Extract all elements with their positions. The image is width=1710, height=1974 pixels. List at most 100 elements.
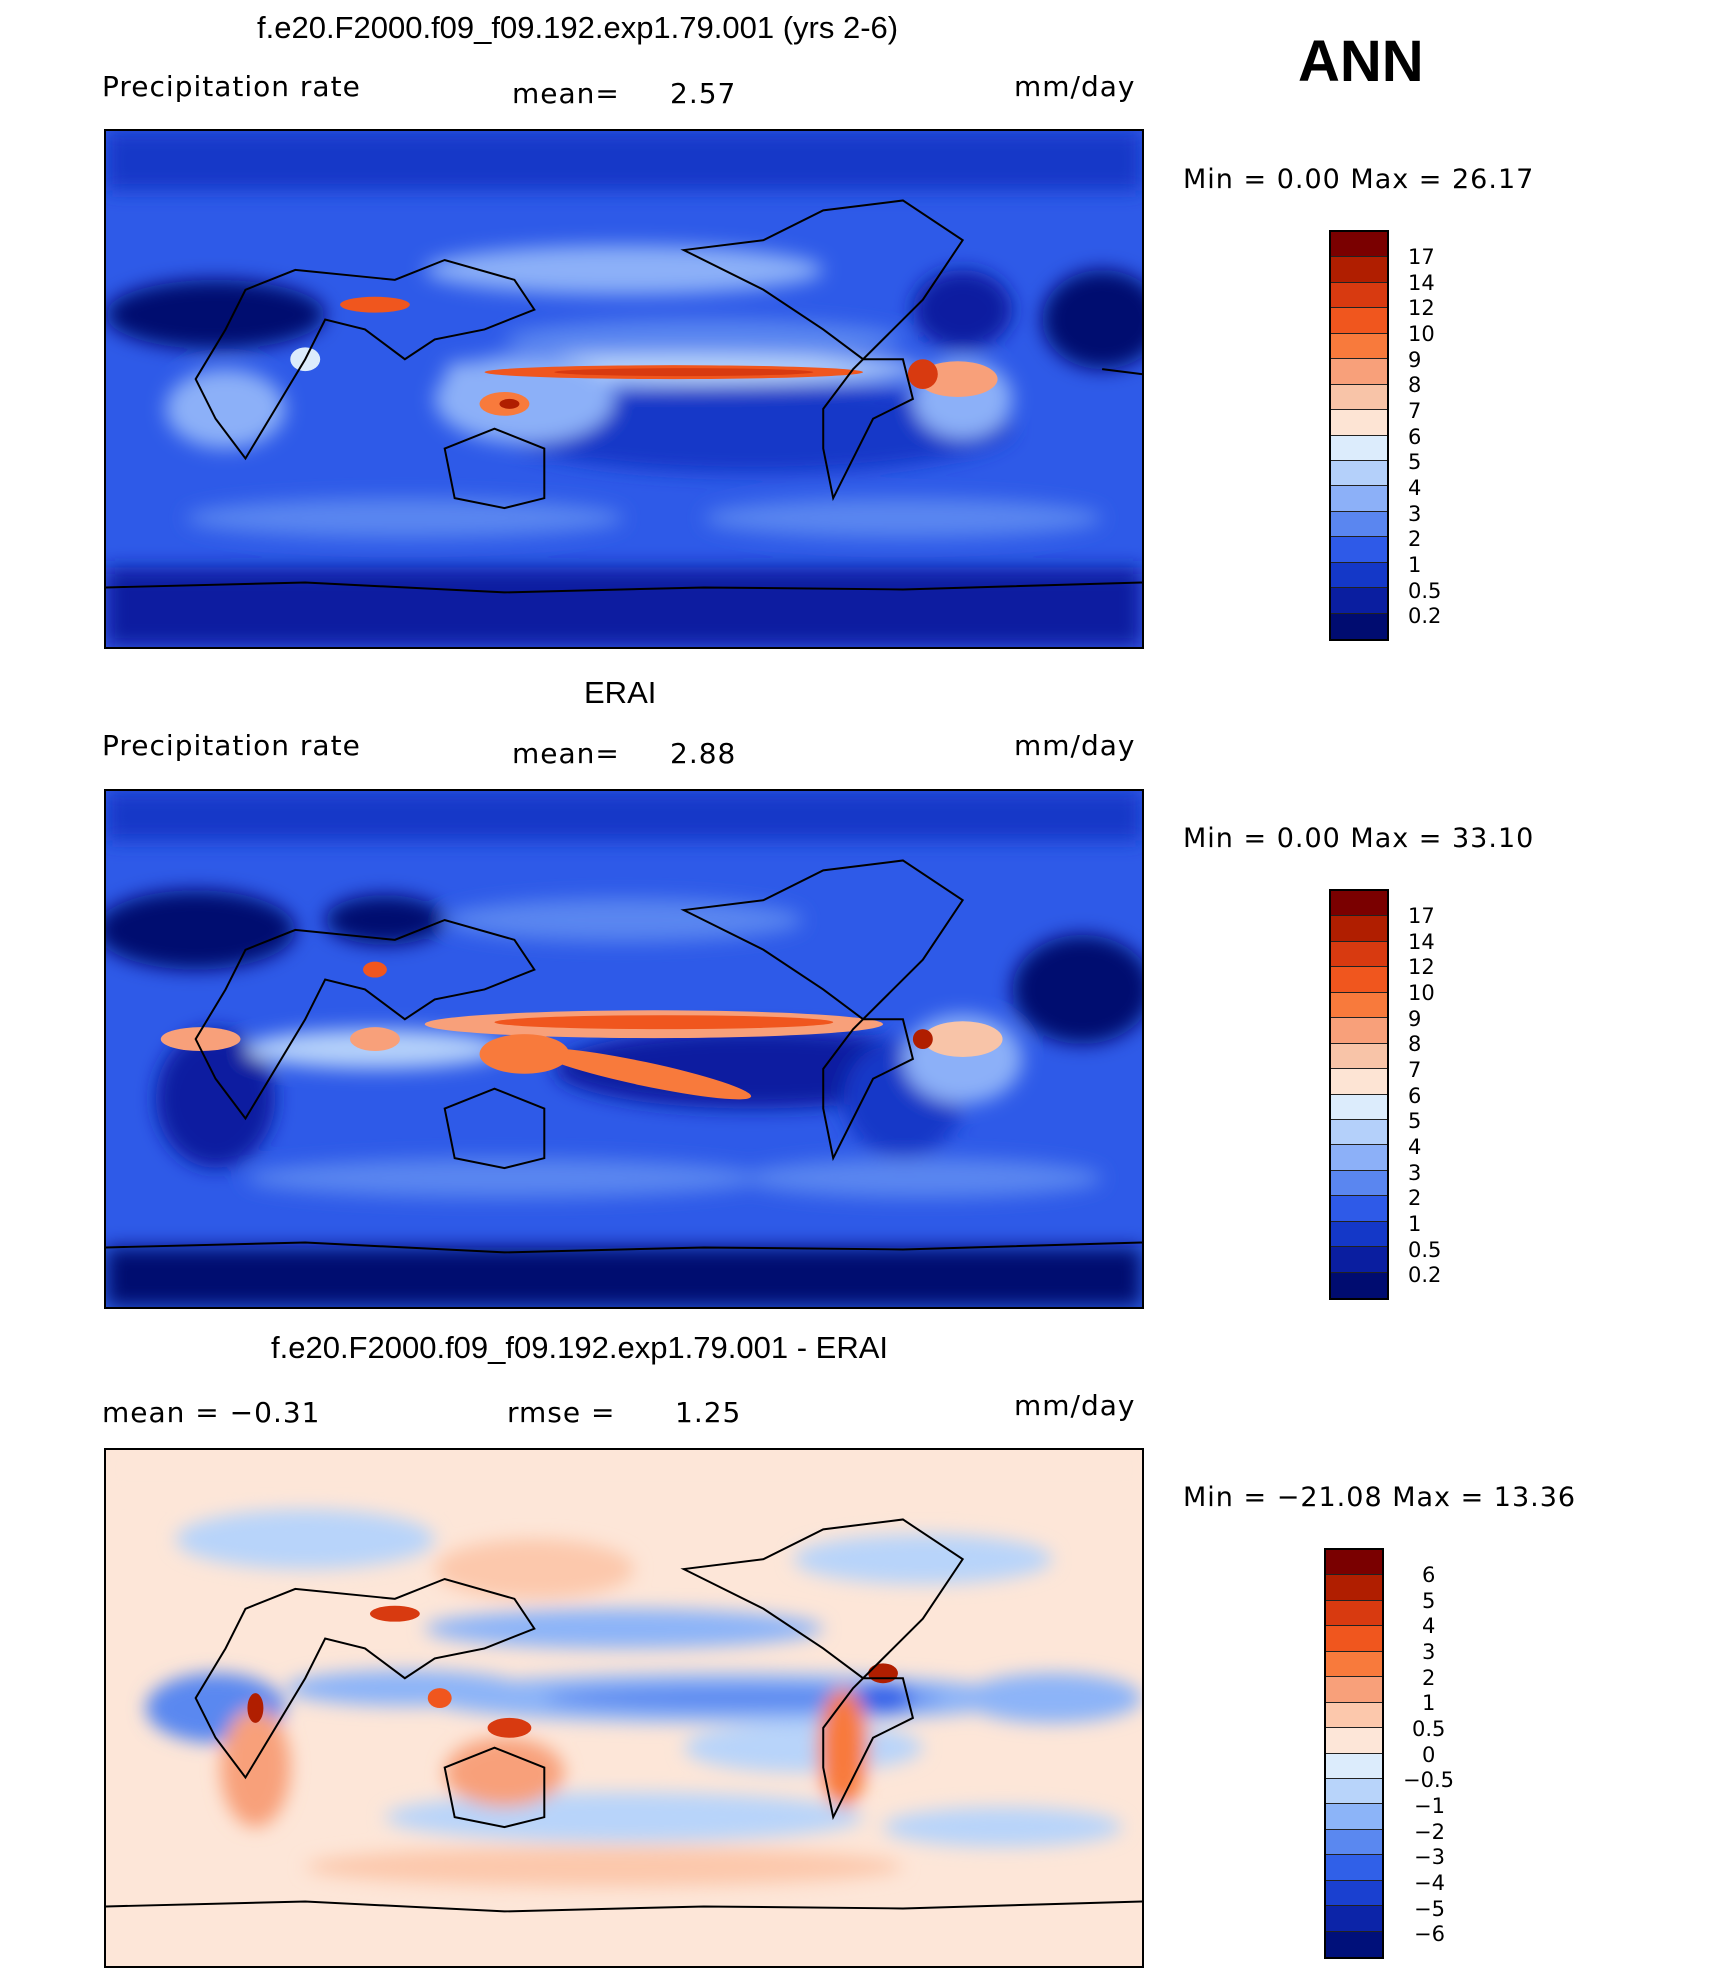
panel-1-colorbar [1329, 230, 1389, 641]
panel-2-min-max: Min = 0.00 Max = 33.10 [1183, 823, 1535, 854]
colorbar-swatch [1331, 1094, 1387, 1120]
colorbar-swatch [1326, 1702, 1382, 1729]
panel-1-tick: 9 [1408, 348, 1422, 372]
colorbar-swatch [1326, 1880, 1382, 1907]
colorbar-swatch [1331, 537, 1387, 563]
panel-1-title: f.e20.F2000.f09_f09.192.exp1.79.001 (yrs… [257, 10, 899, 45]
colorbar-swatch [1326, 1931, 1382, 1957]
panel-2-units: mm/day [1014, 729, 1136, 762]
colorbar-swatch [1331, 410, 1387, 436]
colorbar-swatch [1331, 232, 1387, 258]
panel-1-tick: 12 [1408, 296, 1435, 320]
colorbar-swatch [1331, 486, 1387, 512]
colorbar-swatch [1326, 1728, 1382, 1754]
panel-3-title: f.e20.F2000.f09_f09.192.exp1.79.001 - ER… [271, 1330, 889, 1365]
colorbar-swatch [1331, 562, 1387, 589]
panel-1-mean-value: 2.57 [670, 77, 737, 110]
panel-3-min-max: Min = −21.08 Max = 13.36 [1183, 1482, 1577, 1513]
panel-1-tick: 8 [1408, 373, 1422, 397]
panel-2-mean-value: 2.88 [670, 737, 737, 770]
colorbar-swatch [1331, 384, 1387, 411]
panel-1-tick: 17 [1408, 245, 1435, 269]
colorbar-swatch [1331, 967, 1387, 993]
colorbar-swatch [1331, 1272, 1387, 1298]
panel-3-tick: 3 [1422, 1640, 1436, 1664]
panel-2-tick: 0.2 [1408, 1263, 1442, 1287]
colorbar-swatch [1331, 891, 1387, 917]
panel-3-tick: 4 [1422, 1614, 1436, 1638]
panel-1-map [104, 129, 1144, 649]
colorbar-swatch [1331, 1145, 1387, 1171]
panel-1-tick: 7 [1408, 399, 1422, 423]
panel-3-tick: −3 [1414, 1845, 1445, 1869]
panel-1-mean-label: mean= [512, 77, 620, 110]
panel-2-tick: 5 [1408, 1109, 1422, 1133]
panel-2-tick: 12 [1408, 955, 1435, 979]
colorbar-swatch [1331, 1196, 1387, 1222]
panel-3-tick: 6 [1422, 1563, 1436, 1587]
panel-2-map-field [106, 791, 1142, 1307]
panel-3-tick: 5 [1422, 1589, 1436, 1613]
panel-2-tick: 17 [1408, 904, 1435, 928]
colorbar-swatch [1331, 916, 1387, 942]
colorbar-swatch [1331, 941, 1387, 968]
panel-3-rmse-value: 1.25 [675, 1396, 742, 1429]
colorbar-swatch [1326, 1804, 1382, 1830]
colorbar-swatch [1331, 282, 1387, 309]
colorbar-swatch [1326, 1677, 1382, 1703]
colorbar-swatch [1331, 333, 1387, 360]
panel-3-tick: −6 [1414, 1922, 1445, 1946]
panel-2-tick: 3 [1408, 1161, 1422, 1185]
panel-1-tick: 10 [1408, 322, 1435, 346]
panel-2-tick: 6 [1408, 1084, 1422, 1108]
panel-3-units: mm/day [1014, 1389, 1136, 1422]
colorbar-swatch [1326, 1855, 1382, 1881]
panel-1-tick: 1 [1408, 553, 1422, 577]
panel-1-tick: 3 [1408, 502, 1422, 526]
colorbar-swatch [1326, 1600, 1382, 1627]
colorbar-swatch [1331, 1119, 1387, 1146]
panel-1-tick: 14 [1408, 271, 1435, 295]
panel-2-tick: 14 [1408, 930, 1435, 954]
colorbar-swatch [1331, 359, 1387, 385]
panel-2-tick: 8 [1408, 1032, 1422, 1056]
panel-2-tick: 10 [1408, 981, 1435, 1005]
panel-2-tick: 4 [1408, 1135, 1422, 1159]
panel-1-variable-label: Precipitation rate [102, 70, 361, 103]
panel-2-map [104, 789, 1144, 1309]
panel-3-map-field [106, 1450, 1142, 1966]
panel-3-mean-label: mean = −0.31 [102, 1396, 321, 1429]
panel-3-tick: −2 [1414, 1820, 1445, 1844]
colorbar-swatch [1326, 1906, 1382, 1932]
panel-3-map [104, 1448, 1144, 1968]
colorbar-swatch [1326, 1753, 1382, 1779]
colorbar-swatch [1331, 460, 1387, 487]
panel-2-mean-label: mean= [512, 737, 620, 770]
panel-3-tick: −1 [1414, 1794, 1445, 1818]
panel-1-tick: 6 [1408, 425, 1422, 449]
colorbar-swatch [1331, 1069, 1387, 1095]
colorbar-swatch [1331, 1247, 1387, 1273]
colorbar-swatch [1326, 1550, 1382, 1576]
colorbar-swatch [1331, 1018, 1387, 1044]
season-label: ANN [1298, 29, 1424, 94]
panel-1-tick: 0.5 [1408, 579, 1442, 603]
panel-3-tick: −4 [1414, 1871, 1445, 1895]
panel-2-tick: 0.5 [1408, 1238, 1442, 1262]
panel-1-map-field [106, 131, 1142, 647]
panel-1-tick: 5 [1408, 450, 1422, 474]
colorbar-swatch [1326, 1626, 1382, 1652]
colorbar-swatch [1326, 1575, 1382, 1601]
colorbar-swatch [1331, 308, 1387, 334]
colorbar-swatch [1331, 435, 1387, 461]
panel-3-rmse-label: rmse = [507, 1396, 616, 1429]
panel-1-tick: 0.2 [1408, 604, 1442, 628]
colorbar-swatch [1331, 588, 1387, 614]
panel-2-variable-label: Precipitation rate [102, 729, 361, 762]
colorbar-swatch [1331, 1170, 1387, 1197]
panel-1-min-max: Min = 0.00 Max = 26.17 [1183, 164, 1535, 195]
panel-2-tick: 9 [1408, 1007, 1422, 1031]
panel-3-tick: 0.5 [1412, 1717, 1446, 1741]
panel-1-tick: 4 [1408, 476, 1422, 500]
colorbar-swatch [1331, 257, 1387, 283]
